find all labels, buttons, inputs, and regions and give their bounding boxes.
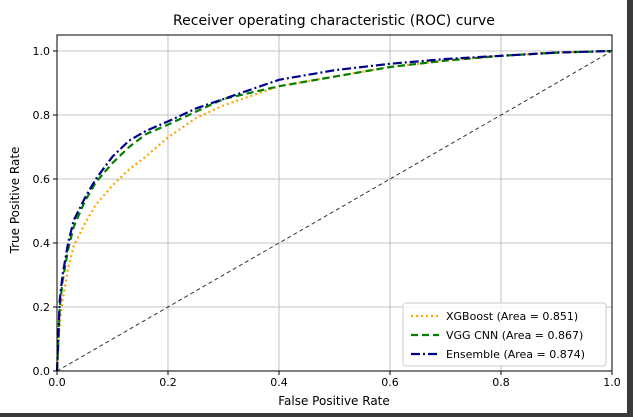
x-tick-label: 1.0 xyxy=(603,376,621,389)
y-tick-label: 0.0 xyxy=(33,365,51,378)
legend-label: Ensemble (Area = 0.874) xyxy=(446,348,585,361)
window-edge-bottom xyxy=(0,413,633,417)
chart-title: Receiver operating characteristic (ROC) … xyxy=(173,13,495,29)
x-tick-label: 0.8 xyxy=(492,376,510,389)
y-tick-label: 0.2 xyxy=(33,301,51,314)
y-tick-label: 0.6 xyxy=(33,173,51,186)
roc-curve-line xyxy=(55,49,613,372)
y-tick-label: 0.4 xyxy=(33,237,51,250)
roc-curve-line xyxy=(55,49,613,372)
plot-area xyxy=(56,34,613,372)
y-tick-label: 0.8 xyxy=(33,109,51,122)
roc-curve-line xyxy=(55,49,613,372)
series-layer xyxy=(55,49,613,372)
x-axis-label: False Positive Rate xyxy=(278,394,390,408)
x-tick-label: 0.2 xyxy=(159,376,177,389)
tick-labels: 0.0 0.2 0.4 0.6 0.8 1.0 0.0 0.2 0.4 0.6 0.8 1.0 xyxy=(33,45,621,389)
y-axis-label: True Positive Rate xyxy=(8,147,22,255)
reference-line-layer xyxy=(56,50,613,372)
x-tick-label: 0.4 xyxy=(270,376,288,389)
x-tick-label: 0.6 xyxy=(381,376,399,389)
legend: XGBoost (Area = 0.851) VGG CNN (Area = 0.… xyxy=(402,302,607,367)
legend-label: VGG CNN (Area = 0.867) xyxy=(446,329,583,342)
chance-diagonal-line xyxy=(56,50,613,372)
legend-label: XGBoost (Area = 0.851) xyxy=(446,310,578,323)
x-tick-label: 0.0 xyxy=(48,376,66,389)
y-tick-label: 1.0 xyxy=(33,45,51,58)
window-edge xyxy=(627,0,633,417)
legend-box xyxy=(402,302,607,367)
